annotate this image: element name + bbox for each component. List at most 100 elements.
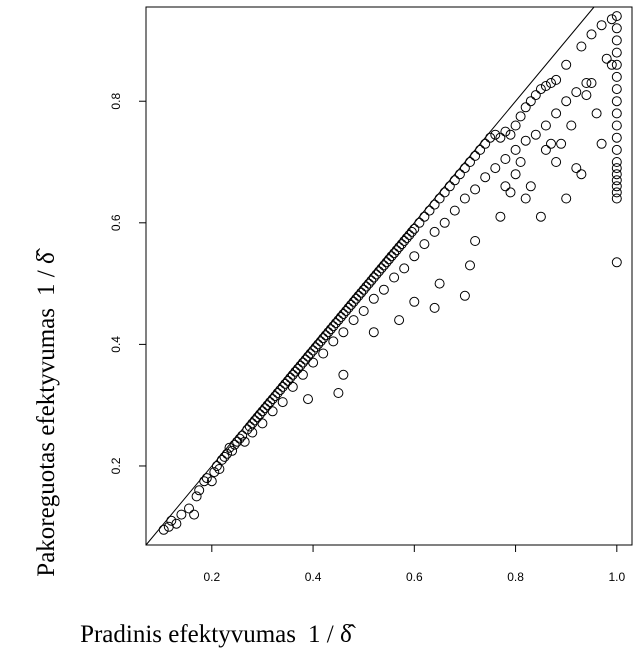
- data-point: [223, 449, 232, 458]
- data-point: [536, 212, 545, 221]
- data-point: [395, 316, 404, 325]
- data-point: [359, 285, 368, 294]
- data-point: [455, 170, 464, 179]
- data-point: [248, 428, 257, 437]
- data-point: [562, 194, 571, 203]
- data-point: [496, 212, 505, 221]
- data-point: [450, 176, 459, 185]
- y-tick-label: 0.8: [109, 93, 123, 110]
- x-tick-label: 0.4: [305, 570, 322, 584]
- data-point: [329, 337, 338, 346]
- data-point: [541, 121, 550, 130]
- data-point: [562, 60, 571, 69]
- x-tick-label: 0.2: [203, 570, 220, 584]
- data-point: [298, 358, 307, 367]
- data-point: [501, 182, 510, 191]
- reference-line: [146, 7, 594, 545]
- data-point: [587, 30, 596, 39]
- data-point: [344, 303, 353, 312]
- data-point: [362, 282, 371, 291]
- data-point: [582, 79, 591, 88]
- data-point: [159, 525, 168, 534]
- data-point: [612, 109, 621, 118]
- data-point: [420, 240, 429, 249]
- data-point: [435, 194, 444, 203]
- x-tick-label: 0.6: [406, 570, 423, 584]
- data-point: [572, 88, 581, 97]
- data-point: [547, 79, 556, 88]
- data-point: [293, 364, 302, 373]
- data-point: [395, 243, 404, 252]
- data-point: [359, 307, 368, 316]
- data-point: [212, 462, 221, 471]
- data-point: [319, 349, 328, 358]
- data-point: [612, 121, 621, 130]
- data-point: [230, 440, 239, 449]
- data-point: [552, 158, 561, 167]
- data-point: [511, 145, 520, 154]
- x-axis-title: Pradinis efektyvumas: [80, 621, 296, 648]
- data-point: [369, 294, 378, 303]
- data-point: [268, 395, 277, 404]
- data-point: [552, 75, 561, 84]
- data-point: [460, 194, 469, 203]
- data-point: [592, 109, 601, 118]
- data-point: [334, 316, 343, 325]
- data-point: [481, 139, 490, 148]
- data-point: [536, 85, 545, 94]
- data-point: [460, 291, 469, 300]
- data-point: [481, 173, 490, 182]
- data-point: [526, 97, 535, 106]
- data-point: [339, 328, 348, 337]
- data-point: [597, 139, 606, 148]
- data-point: [367, 276, 376, 285]
- data-point: [311, 343, 320, 352]
- data-point: [304, 352, 313, 361]
- data-point: [471, 185, 480, 194]
- data-point: [288, 370, 297, 379]
- data-point: [577, 170, 586, 179]
- data-point: [400, 237, 409, 246]
- data-point: [309, 358, 318, 367]
- data-point: [466, 158, 475, 167]
- data-point: [271, 392, 280, 401]
- points-layer: [159, 12, 621, 535]
- data-point: [286, 373, 295, 382]
- data-point: [385, 255, 394, 264]
- data-point: [369, 273, 378, 282]
- data-point: [612, 12, 621, 21]
- data-point: [496, 133, 505, 142]
- data-point: [531, 130, 540, 139]
- data-point: [339, 310, 348, 319]
- x-tick-label: 1.0: [608, 570, 625, 584]
- data-point: [263, 401, 272, 410]
- data-point: [486, 133, 495, 142]
- data-point: [304, 395, 313, 404]
- data-point: [521, 194, 530, 203]
- data-point: [440, 218, 449, 227]
- data-point: [587, 79, 596, 88]
- data-point: [516, 158, 525, 167]
- data-point: [547, 139, 556, 148]
- data-point: [521, 136, 530, 145]
- data-point: [296, 361, 305, 370]
- data-point: [288, 382, 297, 391]
- y-tick-label: 0.4: [109, 336, 123, 353]
- data-point: [400, 264, 409, 273]
- data-point: [255, 410, 264, 419]
- data-point: [471, 151, 480, 160]
- data-point: [491, 130, 500, 139]
- data-point: [319, 334, 328, 343]
- data-point: [278, 382, 287, 391]
- data-point: [248, 419, 257, 428]
- data-point: [306, 349, 315, 358]
- data-point: [245, 422, 254, 431]
- data-point: [567, 121, 576, 130]
- y-axis-title: Pakoreguotas efektyvumas: [33, 308, 60, 577]
- data-point: [276, 386, 285, 395]
- data-point: [331, 319, 340, 328]
- data-point: [397, 240, 406, 249]
- data-point: [552, 109, 561, 118]
- data-point: [298, 370, 307, 379]
